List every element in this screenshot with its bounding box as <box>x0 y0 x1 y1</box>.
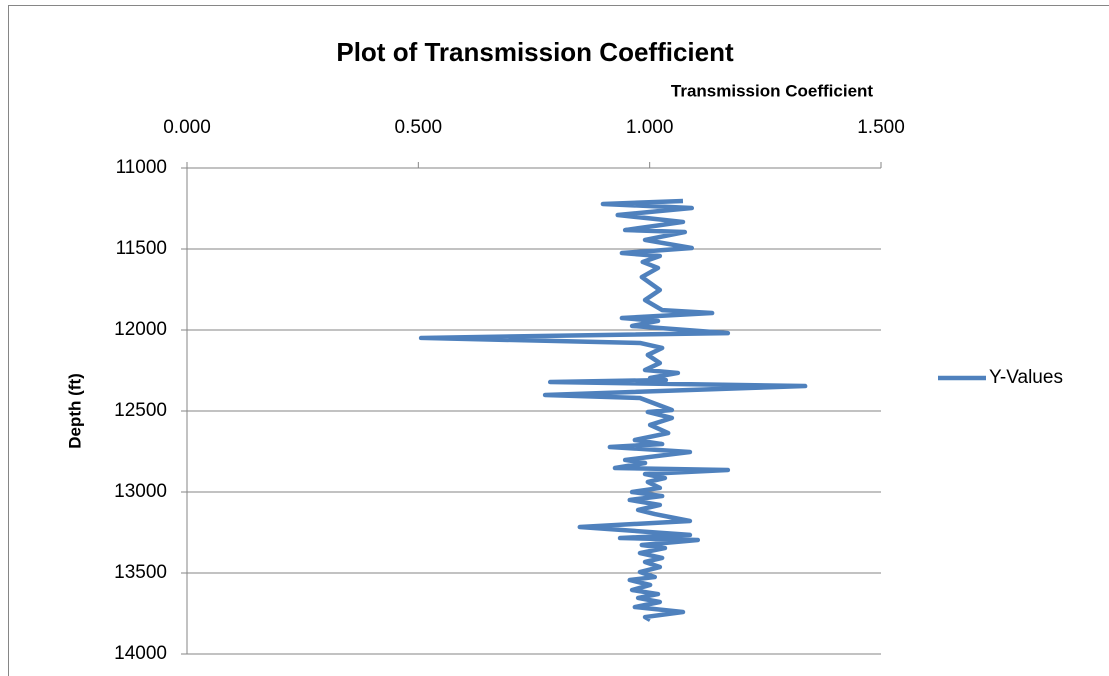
data-line <box>418 198 808 622</box>
legend-label: Y-Values <box>989 367 1063 388</box>
y-tick-label: 12500 <box>114 400 167 421</box>
y-axis-title: Depth (ft) <box>65 373 84 449</box>
y-tick-label: 13000 <box>114 481 167 502</box>
x-tick-label: 1.500 <box>857 117 905 138</box>
y-tick-label: 14000 <box>114 643 167 664</box>
chart-title: Plot of Transmission Coefficient <box>336 37 734 67</box>
x-tick-label: 0.500 <box>395 117 443 138</box>
x-tick-label: 1.000 <box>626 117 674 138</box>
y-tick-label: 11000 <box>116 157 167 178</box>
x-tick-label: 0.000 <box>163 117 211 138</box>
y-tick-label: 11500 <box>116 238 167 259</box>
y-tick-label: 13500 <box>114 562 167 583</box>
y-tick-label: 12000 <box>114 319 167 340</box>
x-axis-title: Transmission Coefficient <box>671 81 873 100</box>
